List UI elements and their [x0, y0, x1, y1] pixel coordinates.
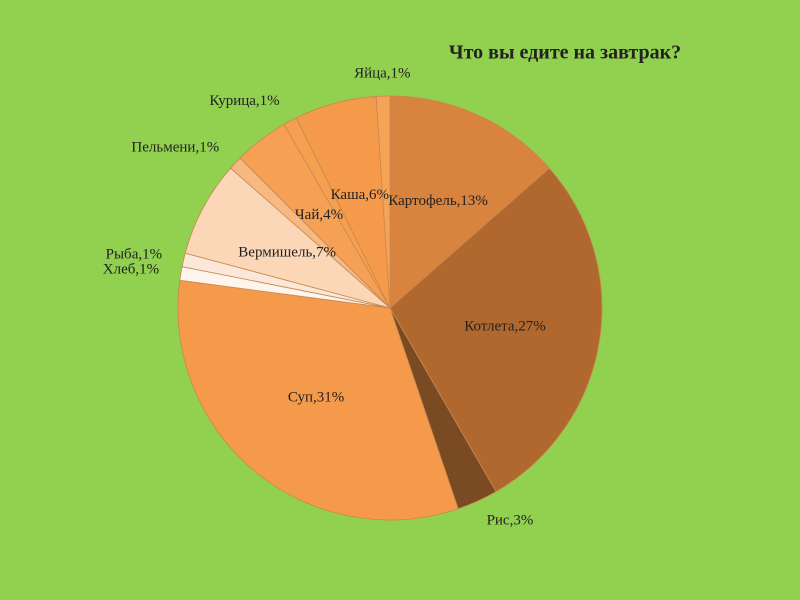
data-label: Яйца,1%	[354, 66, 410, 82]
pie-slice	[389, 95, 550, 309]
data-label: Рыба,1%	[106, 246, 162, 262]
data-label: Хлеб,1%	[103, 261, 159, 277]
data-label: Вермишель,7%	[238, 244, 336, 260]
data-label: Суп,31%	[288, 390, 344, 406]
data-label: Чай,4%	[295, 207, 343, 223]
data-label: Каша,6%	[331, 187, 389, 203]
pie-slice	[177, 279, 459, 521]
pie-slice	[184, 167, 391, 309]
data-label: Котлета,27%	[464, 318, 546, 334]
pie-slice	[389, 167, 603, 493]
data-label: Пельмени,1%	[131, 139, 219, 155]
data-label: Курица,1%	[209, 93, 279, 109]
data-label: Картофель,13%	[388, 193, 488, 209]
data-label: Рис,3%	[487, 513, 534, 529]
pie-slice	[375, 95, 391, 309]
chart-title: Что вы едите на завтрак?	[449, 42, 681, 64]
